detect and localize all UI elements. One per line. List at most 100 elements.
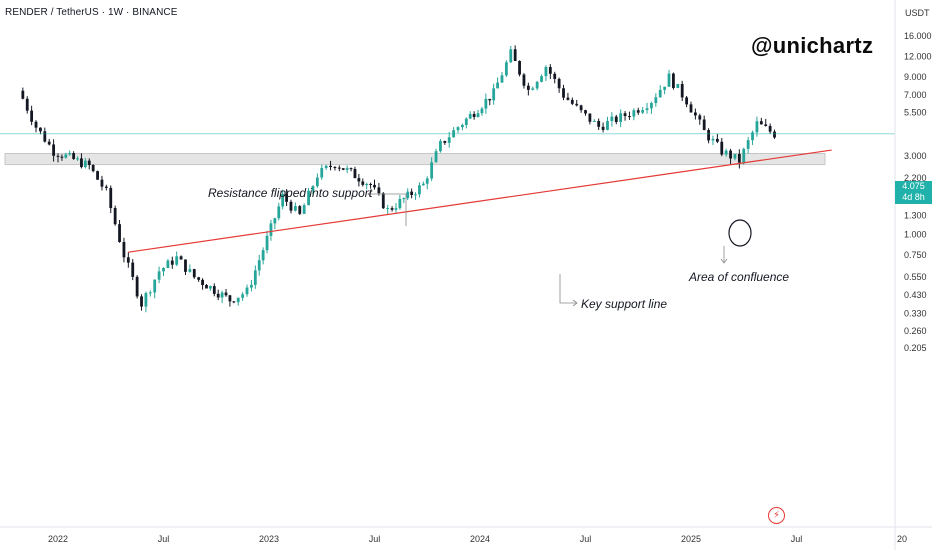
- candle-body: [197, 277, 201, 280]
- candle-body: [100, 179, 104, 187]
- candle-body: [253, 270, 257, 285]
- candle-body: [461, 124, 464, 128]
- confluence-circle: [728, 219, 752, 247]
- candle-body: [680, 83, 684, 98]
- candle-body: [329, 165, 332, 168]
- candle-body: [324, 165, 328, 168]
- candle-body: [623, 113, 627, 117]
- candle-body: [746, 140, 750, 149]
- candle-body: [410, 191, 414, 195]
- candle-body: [188, 269, 192, 272]
- candle-body: [619, 113, 623, 123]
- candle-body: [676, 83, 680, 88]
- candle-body: [650, 103, 653, 109]
- watermark-text: @unichartz: [751, 33, 874, 58]
- candle-body: [711, 138, 715, 141]
- candle-body: [553, 73, 557, 79]
- candle-body: [265, 235, 269, 251]
- candle-body: [764, 124, 768, 126]
- candle-body: [504, 62, 508, 76]
- x-tick-label: 2024: [470, 534, 490, 544]
- candle-body: [484, 98, 488, 109]
- candle-body: [715, 138, 719, 142]
- candle-body: [307, 190, 310, 206]
- candle-body: [500, 75, 504, 83]
- candle-body: [341, 168, 345, 170]
- candle-body: [273, 218, 277, 224]
- candle-body: [250, 284, 253, 288]
- candle-body: [184, 259, 187, 272]
- y-tick-label: 16.000: [904, 31, 932, 41]
- candle-body: [588, 113, 592, 122]
- candle-body: [113, 208, 117, 225]
- candle-body: [76, 158, 79, 160]
- key-support-trendline: [128, 149, 832, 253]
- candle-body: [632, 110, 636, 117]
- x-tick-label: Jul: [791, 534, 803, 544]
- candle-body: [522, 74, 526, 86]
- candle-body: [175, 256, 179, 265]
- candle-body: [83, 160, 87, 168]
- candle-body: [104, 186, 108, 188]
- candle-body: [377, 187, 381, 194]
- y-tick-label: 7.000: [904, 90, 927, 100]
- candle-body: [418, 185, 421, 195]
- candle-body: [759, 121, 763, 125]
- candle-body: [535, 81, 539, 89]
- currency-label: USDT: [905, 8, 930, 18]
- candle-body: [641, 110, 645, 113]
- candle-body: [698, 115, 702, 120]
- candle-body: [192, 269, 196, 278]
- candle-body: [472, 113, 476, 118]
- support-arrow-head: [572, 299, 578, 307]
- y-tick-label: 5.500: [904, 107, 927, 117]
- candle-body: [257, 260, 261, 271]
- candle-body: [570, 99, 574, 104]
- candle-body: [34, 121, 38, 128]
- candle-body: [126, 257, 130, 263]
- candle-body: [663, 86, 667, 90]
- candle-body: [140, 296, 143, 307]
- candle-body: [480, 108, 484, 114]
- candle-body: [685, 97, 689, 105]
- candle-body: [654, 97, 658, 104]
- y-tick-label: 0.330: [904, 309, 927, 319]
- candle-body: [592, 120, 596, 122]
- candle-body: [672, 73, 675, 88]
- candle-body: [456, 127, 460, 131]
- resistance-arrow-head: [367, 190, 373, 198]
- annotation-confluence: Area of confluence: [689, 270, 790, 284]
- candle-body: [707, 130, 710, 141]
- candle-body: [245, 287, 249, 295]
- candle-body: [43, 131, 47, 142]
- candle-body: [170, 260, 174, 265]
- candle-body: [468, 113, 472, 119]
- candle-body: [39, 127, 42, 132]
- candle-body: [205, 284, 208, 289]
- candle-body: [667, 73, 671, 87]
- candle-body: [337, 167, 341, 169]
- candle-body: [144, 293, 148, 307]
- candle-body: [628, 116, 631, 118]
- annotation-resistance: Resistance flipped into support: [208, 186, 373, 200]
- candle-body: [131, 262, 135, 277]
- confluence-arrow-head: [720, 258, 728, 264]
- candle-body: [381, 193, 385, 209]
- candle-body: [476, 113, 480, 118]
- candle-body: [689, 104, 693, 113]
- candle-body: [285, 193, 288, 202]
- lightning-icon[interactable]: ⚡: [768, 507, 785, 524]
- candle-body: [518, 61, 521, 75]
- candle-body: [702, 119, 706, 131]
- candle-body: [414, 194, 417, 196]
- candle-body: [56, 155, 60, 157]
- candle-body: [720, 141, 724, 155]
- candle-body: [562, 88, 565, 98]
- candle-body: [122, 242, 126, 258]
- candle-body: [52, 144, 56, 156]
- candle-body: [293, 206, 297, 211]
- candle-body: [72, 153, 76, 159]
- candle-body: [357, 178, 361, 182]
- candle-body: [320, 167, 324, 178]
